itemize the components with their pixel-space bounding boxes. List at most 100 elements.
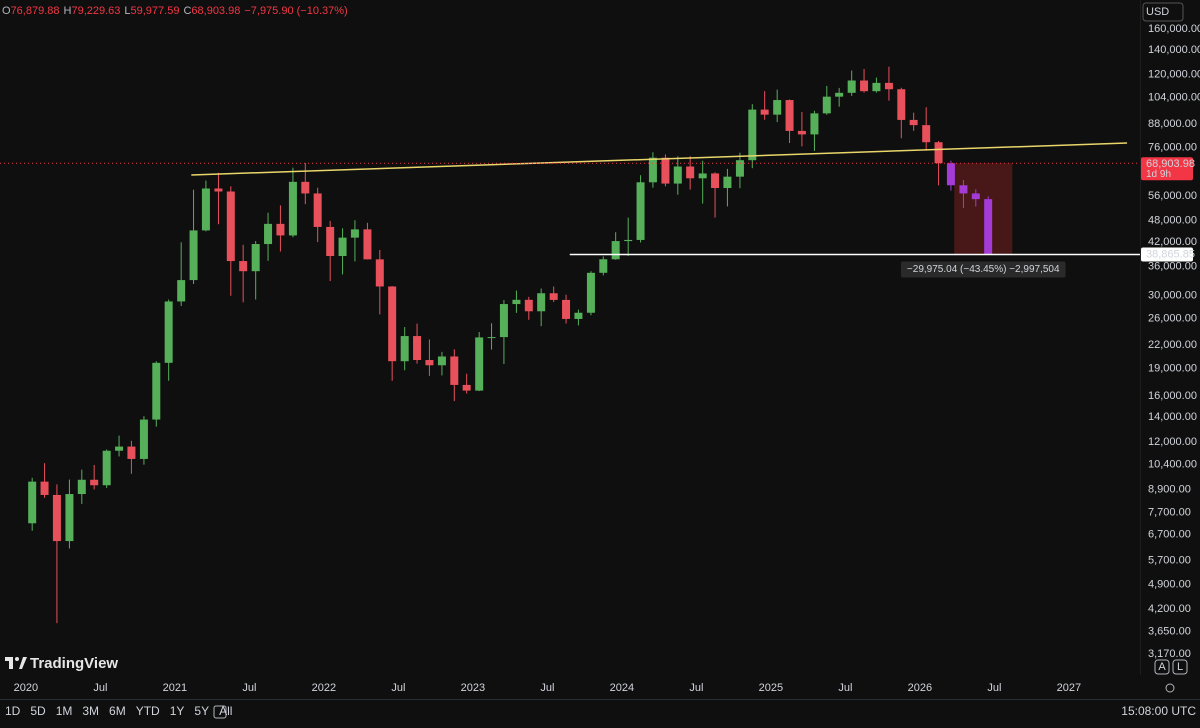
ohlc-header: O76,879.88 H79,229.63 L59,977.59 C68,903.98… xyxy=(2,5,348,17)
candle-body xyxy=(152,362,161,420)
clock: 15:08:00 UTC xyxy=(1121,704,1196,718)
timeframe-button[interactable]: YTD xyxy=(136,704,160,718)
candle-body xyxy=(276,223,285,236)
timeframe-button[interactable]: 6M xyxy=(109,704,126,718)
countdown: 1d 9h xyxy=(1146,169,1171,180)
brand-logo xyxy=(5,657,27,669)
timeframe-button[interactable]: 5D xyxy=(30,704,46,718)
y-tick-label: 26,000.00 xyxy=(1148,312,1197,324)
ohlc-change: −7,975.90 (−10.37%) xyxy=(244,5,347,17)
currency-box[interactable] xyxy=(1142,2,1184,22)
candle-body xyxy=(835,92,844,97)
candle-body xyxy=(139,419,148,459)
x-tick-label: 2020 xyxy=(14,682,38,694)
candle-body xyxy=(363,229,372,260)
timeframe-button[interactable]: 3M xyxy=(82,704,99,718)
brand: TradingView xyxy=(30,655,118,672)
y-tick-label: 76,000.00 xyxy=(1148,141,1197,153)
candle-body xyxy=(822,96,831,114)
timeframe-button[interactable]: All xyxy=(219,704,232,718)
currency[interactable]: USD xyxy=(1146,6,1169,18)
candle-body xyxy=(959,185,968,194)
x-tick-label: Jul xyxy=(987,682,1001,694)
ohlc-value: 68,903.98 xyxy=(191,5,240,17)
candle-body xyxy=(164,301,173,363)
candle-body xyxy=(748,109,757,161)
y-tick-label: 12,000.00 xyxy=(1148,436,1197,448)
candle-body xyxy=(636,182,645,240)
candle-body xyxy=(599,259,608,273)
candle-body xyxy=(860,80,869,92)
timeframe-button[interactable]: 5Y xyxy=(194,704,209,718)
candle-body xyxy=(425,360,434,366)
candle-body xyxy=(313,193,322,227)
x-tick-label: 2024 xyxy=(610,682,634,694)
price-label-box xyxy=(1141,157,1193,181)
candle-body xyxy=(872,82,881,92)
candle-body xyxy=(797,130,806,135)
y-tick-label: 56,000.00 xyxy=(1148,190,1197,202)
candle-body xyxy=(648,157,657,183)
y-tick-label: 120,000.00 xyxy=(1148,69,1200,81)
y-tick-label: 4,900.00 xyxy=(1148,579,1191,591)
candle-body xyxy=(475,337,484,391)
support-label: 38,865.85 xyxy=(1146,248,1195,260)
ohlc-key: C xyxy=(183,5,191,17)
candle-body xyxy=(673,166,682,184)
y-tick-label: 140,000.00 xyxy=(1148,44,1200,56)
scale-button-box[interactable] xyxy=(1172,659,1188,675)
measure-range xyxy=(954,163,1013,255)
y-tick-label: 14,000.00 xyxy=(1148,411,1197,423)
x-tick-label: Jul xyxy=(93,682,107,694)
candle-body xyxy=(201,188,210,231)
candle-body xyxy=(462,384,471,391)
candle-body xyxy=(624,239,633,242)
candle-body xyxy=(326,226,335,257)
scale-button-box[interactable] xyxy=(1154,659,1170,675)
candle-body xyxy=(512,299,521,305)
candle-body xyxy=(301,181,310,194)
candle-body xyxy=(574,312,583,319)
y-tick-label: 19,000.00 xyxy=(1148,362,1197,374)
candle-body xyxy=(897,89,906,120)
candle-body xyxy=(40,481,49,495)
candle-body xyxy=(437,356,446,366)
y-tick-label: 36,000.00 xyxy=(1148,261,1197,273)
candle-body xyxy=(28,481,37,524)
y-tick-label: 88,000.00 xyxy=(1148,118,1197,130)
x-tick-label: 2027 xyxy=(1057,682,1081,694)
x-tick-label: 2021 xyxy=(163,682,187,694)
candle-body xyxy=(847,80,856,93)
candle-body xyxy=(971,193,980,200)
candle-body xyxy=(350,229,359,238)
candle-body xyxy=(338,237,347,257)
settings-icon[interactable] xyxy=(1165,683,1175,693)
y-tick-label: 30,000.00 xyxy=(1148,290,1197,302)
candle-body xyxy=(773,100,782,115)
candle-body xyxy=(711,173,720,189)
date-range-icon[interactable] xyxy=(213,705,227,719)
candle-body xyxy=(586,272,595,313)
y-tick-label: 48,000.00 xyxy=(1148,215,1197,227)
x-tick-label: Jul xyxy=(838,682,852,694)
candle-body xyxy=(77,479,86,495)
ohlc-value: 79,229.63 xyxy=(71,5,120,17)
y-tick-label: 7,700.00 xyxy=(1148,506,1191,518)
timeframe-button[interactable]: 1D xyxy=(5,704,21,718)
timeframe-button[interactable]: 1Y xyxy=(170,704,185,718)
candle-body xyxy=(189,230,198,281)
candle-body xyxy=(90,479,99,486)
candle-body xyxy=(884,82,893,90)
ohlc-key: H xyxy=(64,5,72,17)
y-tick-label: 22,000.00 xyxy=(1148,339,1197,351)
candle-body xyxy=(388,286,397,362)
candle-body xyxy=(723,176,732,189)
scale-button[interactable]: A xyxy=(1158,661,1166,673)
y-tick-label: 8,900.00 xyxy=(1148,483,1191,495)
scale-button[interactable]: L xyxy=(1177,661,1183,673)
candle-body xyxy=(214,188,223,192)
y-tick-label: 6,700.00 xyxy=(1148,529,1191,541)
timeframe-button[interactable]: 1M xyxy=(56,704,73,718)
